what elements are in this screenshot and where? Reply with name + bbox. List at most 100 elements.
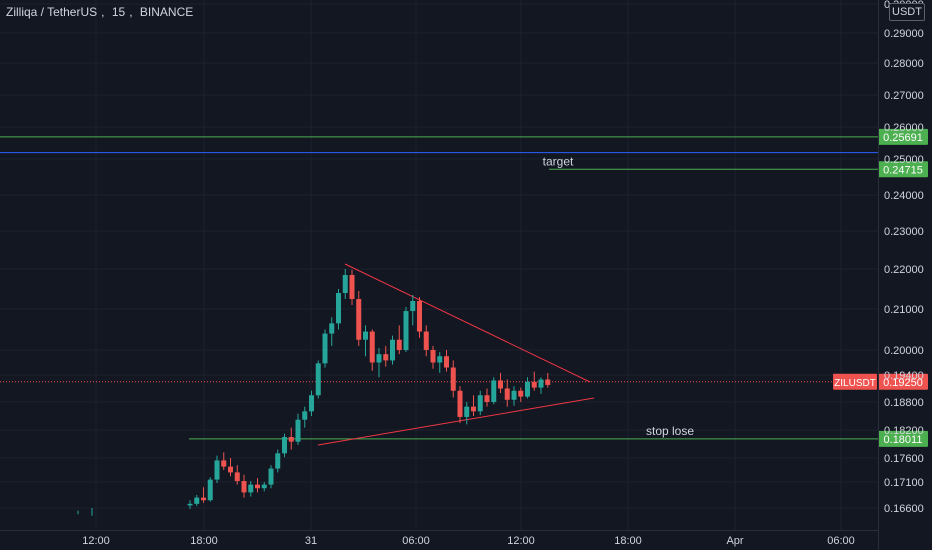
candle-body — [221, 460, 227, 467]
candle-body — [187, 503, 193, 506]
candle-body — [498, 380, 503, 389]
candle-body — [309, 395, 314, 412]
candle-body — [268, 468, 274, 485]
currency-button[interactable]: USDT — [889, 3, 925, 21]
y-tick-label: 0.18200 — [884, 425, 924, 437]
candle-body — [214, 460, 220, 480]
x-tick-label: 31 — [305, 535, 317, 547]
candle-body — [336, 293, 341, 324]
candle-body — [444, 356, 449, 368]
candle-body — [403, 311, 409, 350]
candlestick-series — [77, 269, 551, 516]
candle-body — [417, 301, 422, 332]
horizontal-lines: target stop lose — [0, 136, 878, 440]
price-tag-bg — [878, 161, 928, 178]
candle-body — [248, 484, 254, 493]
y-tick-label: 0.16600 — [884, 503, 924, 515]
candle-body — [538, 379, 544, 388]
x-tick-label: 06:00 — [827, 535, 855, 547]
y-tick-label: 0.24000 — [884, 190, 924, 202]
price-tag-bg — [878, 128, 928, 145]
candle-body — [201, 497, 206, 501]
y-tick-label: 0.17600 — [884, 453, 924, 465]
y-tick-label: 0.19400 — [884, 370, 924, 382]
y-tick-label: 0.29000 — [884, 28, 924, 40]
y-tick-label: 0.17100 — [884, 477, 924, 489]
candle-body — [518, 390, 524, 397]
price-axis-separator — [878, 0, 879, 550]
candle-body — [282, 437, 287, 454]
candle-body — [369, 331, 375, 363]
candle-body — [275, 453, 281, 469]
candle-body — [329, 323, 335, 334]
interval-label: 15 — [111, 5, 126, 19]
candle-body — [261, 484, 267, 489]
horizontal-line-label: target — [543, 154, 574, 168]
candle-body — [363, 331, 368, 340]
price-tag-text: 0.18011 — [884, 434, 923, 446]
candle-body — [464, 406, 470, 417]
candle-body — [342, 275, 348, 293]
last-price-tag-text: 0.19250 — [883, 377, 923, 389]
grid-lines — [0, 0, 878, 530]
candle-body — [396, 339, 402, 350]
time-axis: 12:00 18:00 31 06:00 12:00 18:00 Apr 06:00 — [82, 535, 855, 547]
triangle-upper-line — [344, 263, 591, 383]
candle-body — [531, 381, 537, 388]
candle-body — [383, 354, 389, 361]
candle-body — [471, 406, 476, 412]
triangle-lower-line — [317, 397, 595, 446]
candle-body — [295, 419, 301, 442]
candle-body — [194, 497, 200, 504]
candle-body — [437, 356, 443, 363]
candle-body — [356, 299, 362, 340]
exchange-label: BINANCE — [139, 5, 194, 19]
candle-body — [450, 367, 456, 391]
x-tick-label: 18:00 — [190, 535, 218, 547]
candle-body — [457, 390, 463, 417]
price-tag-bg — [878, 430, 928, 447]
candle-body — [234, 472, 240, 482]
price-tag-text: 0.25691 — [883, 132, 923, 144]
candle-body — [525, 381, 530, 397]
triangle-pattern — [317, 263, 595, 446]
candle-body — [484, 395, 490, 402]
candle-body — [410, 301, 416, 312]
symbol-name: Zilliqa / TetherUS — [6, 5, 98, 19]
candle-body — [288, 437, 294, 442]
candle-body — [241, 481, 247, 493]
x-tick-label: 12:00 — [507, 535, 535, 547]
candle-body — [545, 379, 551, 385]
x-tick-label: 12:00 — [82, 535, 110, 547]
y-tick-label: 0.21000 — [884, 304, 924, 316]
time-axis-separator — [0, 530, 878, 531]
y-tick-label: 0.20000 — [884, 345, 924, 357]
price-axis: 0.300000.290000.280000.270000.260000.250… — [884, 0, 924, 515]
last-price-tag-bg — [878, 373, 928, 390]
candle-body — [207, 479, 213, 501]
candle-body — [511, 390, 517, 400]
y-tick-label: 0.27000 — [884, 90, 924, 102]
horizontal-line-label: stop lose — [646, 424, 694, 438]
candle-body — [430, 350, 436, 363]
candle-body — [228, 466, 233, 473]
y-tick-label: 0.28000 — [884, 58, 924, 70]
y-tick-label: 0.18800 — [884, 397, 924, 409]
candle-body — [390, 339, 395, 361]
y-tick-label: 0.22000 — [884, 264, 924, 276]
x-tick-label: 18:00 — [614, 535, 642, 547]
candle-body — [349, 275, 355, 299]
x-tick-label: 06:00 — [402, 535, 430, 547]
y-tick-label: 0.26000 — [884, 122, 924, 134]
symbol-tag-bg — [833, 373, 877, 390]
price-tags: 0.25691 0.24715 0.18011 ZILUSDT 0.19250 — [833, 128, 928, 447]
symbol-tag-text: ZILUSDT — [834, 378, 876, 389]
y-tick-label: 0.25000 — [884, 154, 924, 166]
candle-body — [423, 331, 429, 350]
candle-body — [504, 388, 510, 400]
candle-body — [477, 395, 483, 412]
candle-body — [315, 363, 321, 396]
price-tag-text: 0.24715 — [883, 164, 923, 176]
x-tick-label: Apr — [726, 535, 743, 547]
